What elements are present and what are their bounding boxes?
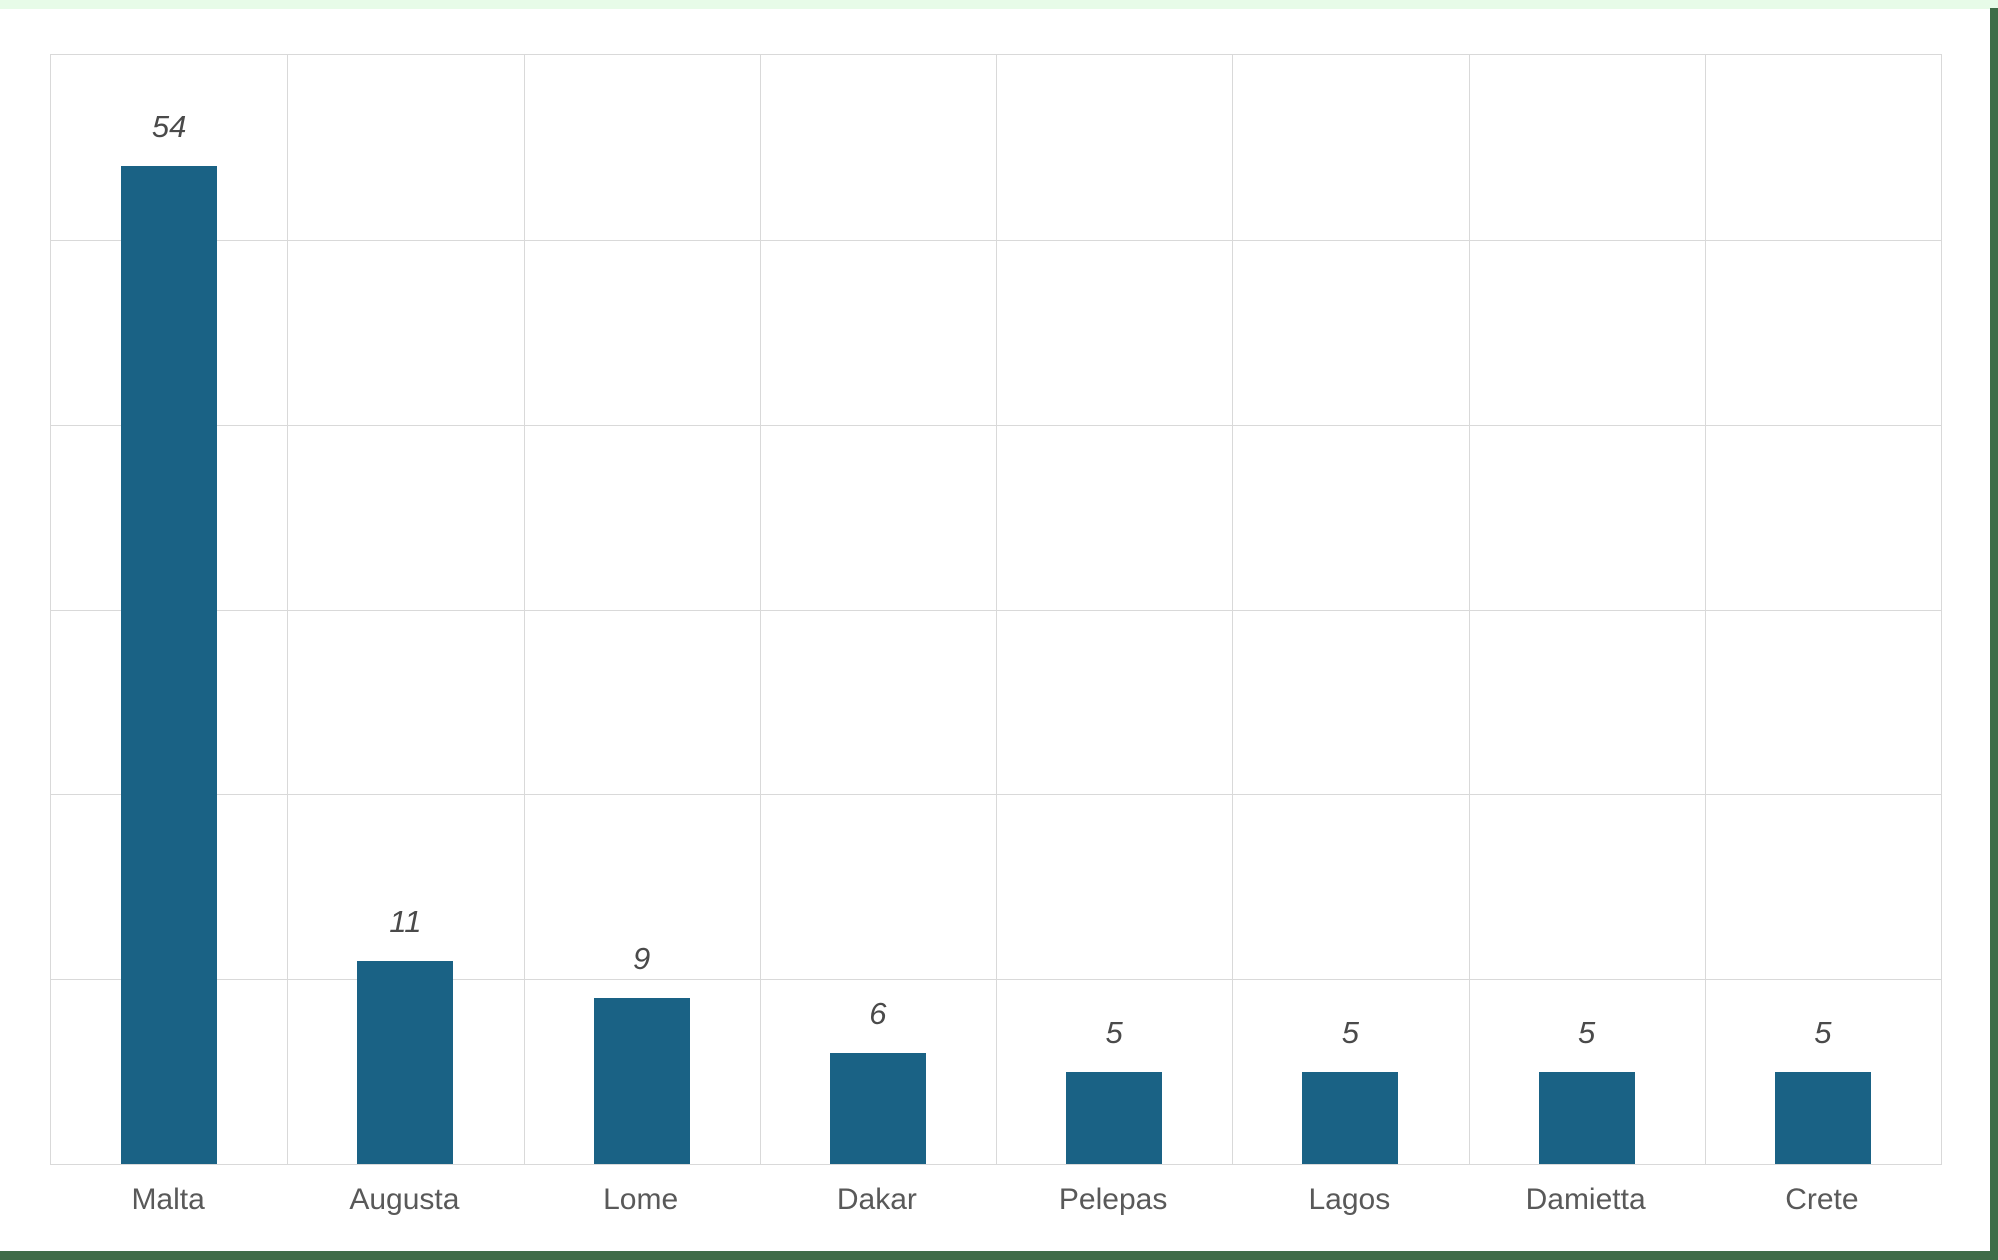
data-label-pelepas: 5: [1105, 1014, 1123, 1050]
bar-malta[interactable]: [121, 165, 218, 1164]
data-label-dakar: 6: [869, 996, 887, 1032]
data-label-augusta: 11: [389, 903, 422, 939]
data-label-damietta: 5: [1578, 1014, 1596, 1050]
category-label-damietta: Damietta: [1525, 1183, 1646, 1216]
bar-dakar[interactable]: [829, 1053, 926, 1164]
x-axis-labels: Malta Augusta Lome Dakar Pelepas Lagos Damiett…: [50, 1182, 1940, 1242]
bar-lome[interactable]: [593, 997, 690, 1164]
bar-lagos[interactable]: [1302, 1071, 1399, 1164]
bar-damietta[interactable]: [1538, 1071, 1635, 1164]
data-label-lagos: 5: [1341, 1014, 1359, 1050]
vertical-gridline: [1704, 55, 1706, 1164]
bar-pelepas[interactable]: [1066, 1071, 1163, 1164]
vertical-gridline: [1468, 55, 1470, 1164]
vertical-gridline: [1232, 55, 1234, 1164]
data-label-lome: 9: [633, 940, 651, 976]
category-label-lome: Lome: [603, 1183, 679, 1216]
data-label-malta: 54: [151, 108, 187, 144]
vertical-gridline: [523, 55, 525, 1164]
window-frame-top: [0, 0, 1998, 9]
category-label-dakar: Dakar: [836, 1183, 917, 1216]
category-label-malta: Malta: [131, 1183, 205, 1216]
vertical-gridline: [996, 55, 997, 1164]
data-label-crete: 5: [1814, 1014, 1832, 1050]
category-label-lagos: Lagos: [1308, 1183, 1391, 1216]
category-label-augusta: Augusta: [349, 1183, 460, 1216]
vertical-gridline: [287, 55, 289, 1164]
category-label-crete: Crete: [1785, 1183, 1859, 1216]
bar-augusta[interactable]: [357, 960, 454, 1164]
plot-area: 54 11 9 6 5 5 5 5: [50, 54, 1942, 1165]
window-frame-bottom: [0, 1251, 1998, 1260]
category-label-pelepas: Pelepas: [1058, 1183, 1168, 1216]
window-frame-right: [1990, 8, 1998, 1260]
bar-crete[interactable]: [1774, 1071, 1871, 1164]
vertical-gridline: [759, 55, 761, 1164]
